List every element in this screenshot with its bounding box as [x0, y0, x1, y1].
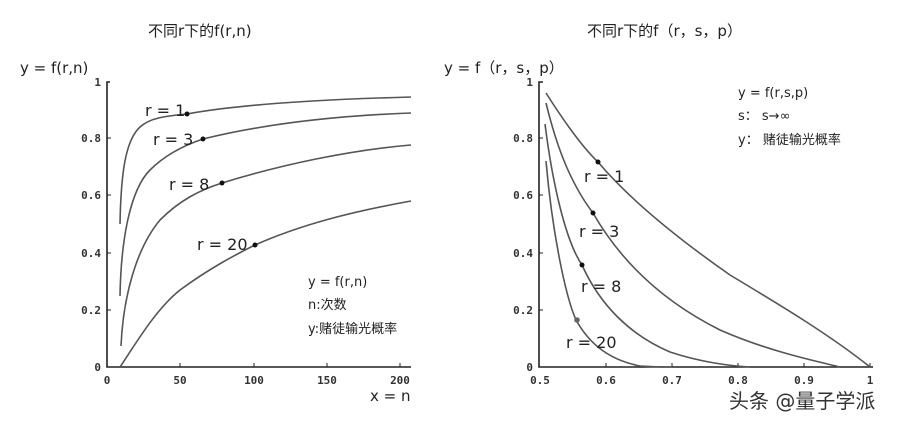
- right-legend-line1: y = f(r,s,p): [738, 86, 808, 101]
- left-xtick-label: 50: [173, 374, 186, 387]
- watermark: 头条 @量子学派: [729, 389, 875, 413]
- left-label-r8: r = 8: [169, 175, 209, 194]
- right-xtick-label: 0.7: [662, 374, 682, 387]
- right-marker-r1: [595, 159, 601, 165]
- right-label-r3: r = 3: [579, 222, 619, 241]
- left-ytick-label: 0.8: [81, 132, 101, 145]
- right-ytick-label: 0.2: [513, 304, 533, 317]
- left-chart: 不同r下的f(r,n) y = f(r,n) 1 0.8 0.6 0.4 0.2…: [20, 22, 412, 405]
- right-xtick-label: 0.6: [596, 374, 616, 387]
- right-chart: 不同r下的f（r，s，p） y = f（r，s，p） 1 0.8 0.6 0.4…: [444, 22, 874, 387]
- left-chart-title: 不同r下的f(r,n): [148, 22, 252, 40]
- right-curve-r8: [544, 123, 751, 368]
- right-ytick-label: 0.4: [513, 247, 533, 260]
- right-curve-r20: [545, 160, 673, 368]
- left-axes: [106, 81, 411, 368]
- left-ytick-label: 0.2: [81, 304, 101, 317]
- left-curve-r20: [119, 200, 412, 368]
- left-legend-line3: y:赌徒输光概率: [308, 321, 397, 337]
- right-curve-r3: [545, 102, 841, 368]
- left-curve-r8: [120, 144, 412, 347]
- left-curve-r1: [119, 96, 412, 225]
- right-label-r8: r = 8: [581, 277, 621, 296]
- left-legend-line1: y = f(r,n): [308, 275, 367, 290]
- right-ytick-label: 0: [526, 361, 533, 374]
- right-ytick-label: 0.6: [513, 189, 533, 202]
- right-xtick-label: 0.8: [728, 374, 748, 387]
- right-axes: [538, 81, 873, 368]
- left-ytick-label: 1: [94, 76, 101, 89]
- right-legend-line3: y： 赌徒输光概率: [738, 132, 841, 148]
- right-ytick-label: 1: [526, 76, 533, 89]
- left-label-r1: r = 1: [145, 101, 185, 120]
- left-xtick-label: 100: [244, 374, 264, 387]
- right-marker-r3: [590, 210, 596, 216]
- left-ytick-label: 0.4: [81, 247, 101, 260]
- right-label-r1: r = 1: [584, 167, 624, 186]
- left-marker-r8: [219, 180, 225, 186]
- left-marker-r1: [184, 111, 190, 117]
- left-marker-r20: [252, 242, 258, 248]
- left-legend-line2: n:次数: [308, 297, 347, 313]
- left-xtick-label: 150: [317, 374, 337, 387]
- left-ytick-label: 0: [94, 361, 101, 374]
- left-xtick-label: 0: [104, 374, 111, 387]
- right-xtick-label: 0.5: [530, 374, 550, 387]
- right-legend-line2: s： s→∞: [738, 109, 790, 124]
- right-ytick-label: 0.8: [513, 132, 533, 145]
- left-y-axis-label: y = f(r,n): [20, 59, 88, 77]
- left-marker-r3: [200, 136, 206, 142]
- left-xtick-label: 200: [390, 374, 410, 387]
- right-curve-r1: [545, 92, 871, 368]
- right-label-r20: r = 20: [566, 333, 617, 352]
- right-xtick-label: 0.9: [794, 374, 814, 387]
- left-label-r3: r = 3: [153, 130, 193, 149]
- right-y-axis-label: y = f（r，s，p）: [444, 59, 564, 77]
- left-ytick-label: 0.6: [81, 189, 101, 202]
- left-curve-r3: [119, 112, 412, 297]
- right-xtick-label: 1: [867, 374, 874, 387]
- left-label-r20: r = 20: [197, 235, 248, 254]
- right-chart-title: 不同r下的f（r，s，p）: [587, 22, 742, 40]
- left-x-axis-label: x = n: [370, 387, 411, 405]
- right-marker-r20: [574, 317, 580, 323]
- right-marker-r8: [579, 262, 585, 268]
